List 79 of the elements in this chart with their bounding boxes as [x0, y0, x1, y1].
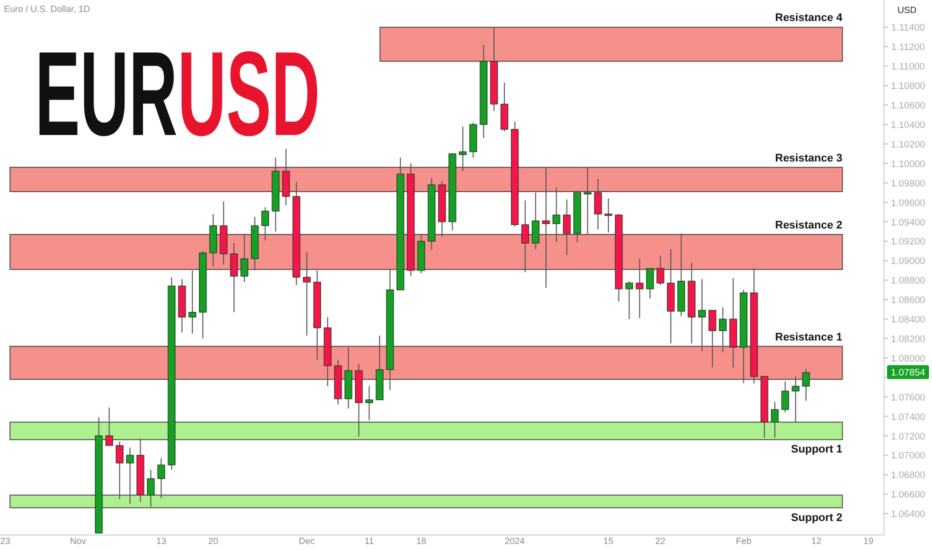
x-tick-label: 20	[208, 536, 218, 546]
x-tick-label: 18	[416, 536, 426, 546]
x-tick-label: 19	[863, 536, 874, 546]
candlestick	[770, 401, 779, 438]
candlestick	[157, 458, 166, 499]
x-tick-label: 12	[811, 536, 822, 546]
band-label: Resistance 2	[775, 219, 842, 232]
x-tick-label: 13	[156, 536, 166, 546]
y-tick-label: 1.08800	[890, 276, 926, 287]
x-tick-label: 23	[0, 536, 10, 546]
y-tick-label: 1.11200	[891, 42, 925, 54]
x-tick-label: 2024	[504, 536, 525, 546]
y-tick-label: 1.09000	[890, 256, 926, 268]
chart-title: EURUSD	[35, 27, 431, 161]
y-tick-label: 1.09600	[890, 198, 926, 209]
candlestick	[240, 234, 248, 283]
y-tick-label: 1.09400	[890, 217, 926, 228]
candlestick	[802, 368, 810, 402]
band-label: Resistance 4	[775, 12, 844, 24]
candlestick	[552, 187, 560, 243]
candlestick	[646, 268, 654, 300]
candlestick	[542, 166, 550, 288]
chart-subtitle: Euro / U.S. Dollar, 1D	[4, 4, 91, 14]
y-tick-label: 1.07600	[890, 392, 926, 404]
y-tick-label: 1.08000	[890, 353, 926, 364]
x-tick-label: Nov	[70, 536, 86, 546]
candlestick	[708, 310, 716, 368]
y-tick-label: 1.10800	[890, 81, 926, 92]
y-tick-label: 1.09200	[890, 236, 926, 248]
y-tick-label: 1.06800	[890, 470, 926, 482]
candlestick	[656, 255, 664, 286]
candlestick	[521, 200, 530, 273]
candlestick	[532, 192, 540, 250]
candlestick	[698, 278, 706, 352]
y-tick-label: 1.08200	[890, 334, 926, 346]
candlestick	[126, 446, 134, 504]
y-tick-label: 1.08400	[890, 314, 926, 326]
candlestick	[365, 386, 374, 421]
candlestick	[261, 206, 270, 241]
y-tick-label: 1.10600	[890, 100, 926, 112]
y-tick-label: 1.09800	[890, 178, 926, 190]
y-tick-label: 1.06400	[890, 509, 926, 520]
y-tick-label: 1.08600	[890, 295, 926, 306]
annotation: 1.07854	[890, 368, 926, 379]
y-tick-label: 1.10400	[890, 120, 926, 132]
y-axis-title: USD	[897, 5, 917, 15]
candlestick	[636, 258, 644, 319]
candlestick	[116, 441, 124, 500]
band-label: Resistance 3	[775, 152, 842, 164]
candlestick	[584, 166, 592, 235]
candlestick	[458, 126, 467, 172]
y-tick-label: 1.10200	[890, 139, 926, 150]
y-tick-label: 1.10000	[890, 158, 926, 170]
x-tick-label: Dec	[298, 536, 316, 546]
candlestick	[230, 242, 238, 313]
y-tick-label: 1.07400	[890, 412, 926, 423]
candlestick	[188, 270, 196, 334]
band-label: Support 2	[791, 512, 842, 524]
candlestick	[781, 380, 790, 413]
candlestick	[105, 407, 114, 446]
y-tick-label: 1.11400	[891, 22, 925, 34]
candlestick	[604, 198, 612, 233]
y-tick-label: 1.07000	[890, 450, 926, 462]
candlestick	[594, 178, 602, 230]
candlestick	[718, 306, 727, 353]
y-tick-label: 1.11000	[891, 62, 925, 73]
candlestick	[792, 376, 800, 423]
x-tick-label: 22	[655, 536, 666, 546]
band-label: Resistance 1	[775, 331, 842, 344]
candlestick	[302, 251, 311, 336]
x-tick-label: Feb	[736, 536, 752, 546]
x-tick-label: 11	[364, 536, 374, 546]
y-tick-label: 1.07200	[890, 431, 926, 442]
band-label: Support 1	[791, 444, 842, 456]
candlestick	[562, 198, 571, 256]
candlestick	[625, 280, 634, 320]
x-tick-label: 15	[603, 536, 614, 546]
y-tick-label: 1.06600	[890, 490, 926, 501]
candlestick	[146, 469, 155, 508]
